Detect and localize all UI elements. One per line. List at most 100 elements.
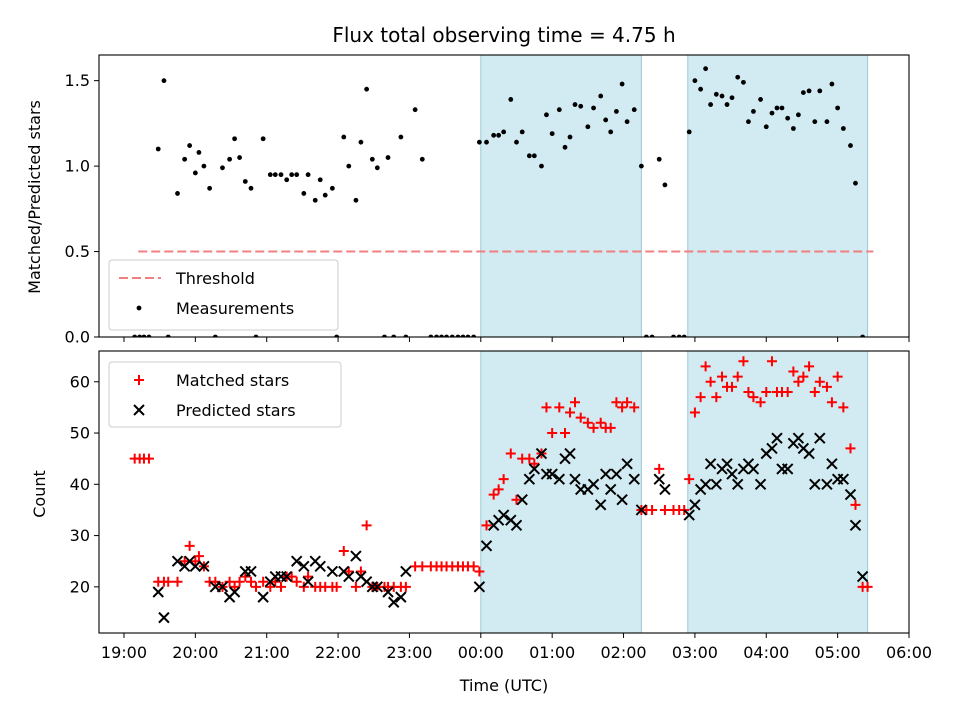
top-axes-frame — [98, 54, 910, 338]
measurement-point — [578, 103, 584, 109]
matched-star-point — [595, 417, 606, 428]
measurement-point — [539, 163, 544, 169]
matched-star-point — [738, 356, 749, 367]
predicted-star-point — [298, 560, 310, 573]
measurement-point — [649, 334, 655, 337]
matched-star-point — [355, 566, 366, 577]
measurement-point — [562, 144, 568, 150]
bottom-y-tick-label: 60 — [70, 372, 90, 391]
measurement-point — [829, 81, 835, 87]
measurement-point — [253, 334, 259, 337]
measurement-point — [237, 155, 242, 160]
predicted-star-point — [497, 509, 510, 521]
measurement-point — [656, 156, 662, 162]
matched-star-point — [761, 387, 772, 398]
matched-star-point — [832, 371, 843, 382]
matched-star-point — [845, 443, 856, 454]
matched-star-point — [240, 571, 251, 582]
measurement-point — [434, 334, 439, 337]
measurement-point — [692, 78, 698, 84]
measurement-point — [312, 197, 318, 203]
matched-star-point — [468, 561, 479, 572]
matched-star-point — [654, 463, 665, 474]
measurement-point — [671, 334, 676, 337]
x-tick-label: 01:00 — [529, 643, 575, 662]
measurement-point — [317, 177, 323, 183]
measurement-point — [341, 134, 347, 140]
predicted-star-point — [480, 540, 493, 552]
predicted-star-point — [732, 478, 744, 491]
measurement-point — [358, 139, 364, 145]
bottom-legend-box — [108, 361, 342, 428]
predicted-star-point — [771, 432, 783, 444]
top-legend: Threshold Measurements — [108, 259, 339, 331]
measurement-point — [567, 134, 573, 140]
measurement-point — [774, 105, 780, 111]
matched-star-point — [286, 571, 297, 582]
predicted-star-point — [569, 473, 581, 485]
measurement-point — [585, 124, 591, 130]
matched-star-point — [190, 556, 201, 567]
measurement-point — [196, 150, 202, 155]
measurement-point — [806, 88, 812, 94]
measurement-point — [835, 105, 841, 111]
measurement-point — [812, 119, 818, 125]
top-y-tick-label: 0.0 — [65, 328, 90, 347]
measurement-point — [719, 93, 725, 99]
matched-star-point — [748, 392, 759, 403]
legend-plus-swatch — [134, 375, 144, 385]
measurement-point — [508, 97, 514, 102]
measurement-point — [698, 86, 704, 92]
measurement-point — [501, 129, 507, 135]
matched-star-point — [303, 571, 314, 582]
bottom-shaded-interval — [480, 351, 642, 633]
predicted-star-point — [216, 581, 229, 593]
bottom-y-tick-label: 40 — [70, 475, 90, 494]
matched-star-point — [766, 356, 777, 367]
top-shaded-interval — [687, 55, 869, 337]
predicted-star-point — [809, 478, 821, 491]
measurement-point — [608, 129, 614, 135]
predicted-star-point — [599, 468, 612, 480]
matched-star-point — [275, 581, 286, 592]
measurement-point — [141, 334, 147, 337]
measurement-point — [161, 78, 167, 84]
measurement-point — [758, 97, 763, 102]
predicted-star-point — [564, 447, 576, 460]
matched-star-point — [361, 520, 372, 531]
legend-label: Matched stars — [176, 371, 289, 390]
predicted-star-point — [826, 458, 838, 470]
measurement-point — [242, 179, 248, 184]
x-tick-label: 23:00 — [386, 643, 432, 662]
measurement-point — [763, 124, 769, 130]
predicted-star-point — [553, 473, 566, 485]
predicted-star-point — [792, 432, 805, 444]
measurement-point — [260, 136, 266, 142]
matched-star-point — [498, 474, 509, 485]
measurement-point — [853, 180, 858, 186]
predicted-star-point — [635, 504, 648, 516]
measurement-point — [155, 146, 161, 152]
matched-star-point — [782, 387, 793, 398]
matched-star-point — [529, 458, 540, 469]
matched-star-point — [184, 540, 195, 551]
x-tick-label: 00:00 — [458, 643, 504, 662]
measurement-point — [662, 182, 668, 188]
matched-star-point — [331, 581, 342, 592]
matched-star-point — [488, 489, 499, 500]
matched-star-point — [862, 581, 873, 592]
matched-star-point — [582, 417, 593, 428]
matched-star-point — [629, 402, 640, 413]
top-y-tick-label: 1.5 — [65, 71, 90, 90]
measurement-point — [676, 334, 682, 337]
legend-x-swatch — [133, 404, 145, 416]
predicted-star-point — [189, 560, 202, 573]
measurement-point — [192, 170, 198, 176]
matched-star-point — [727, 381, 738, 392]
x-tick-label: 21:00 — [244, 643, 290, 662]
measurement-point — [484, 139, 489, 145]
measurement-point — [294, 172, 300, 178]
legend-label: Predicted stars — [176, 401, 296, 420]
measurement-point — [544, 112, 549, 118]
